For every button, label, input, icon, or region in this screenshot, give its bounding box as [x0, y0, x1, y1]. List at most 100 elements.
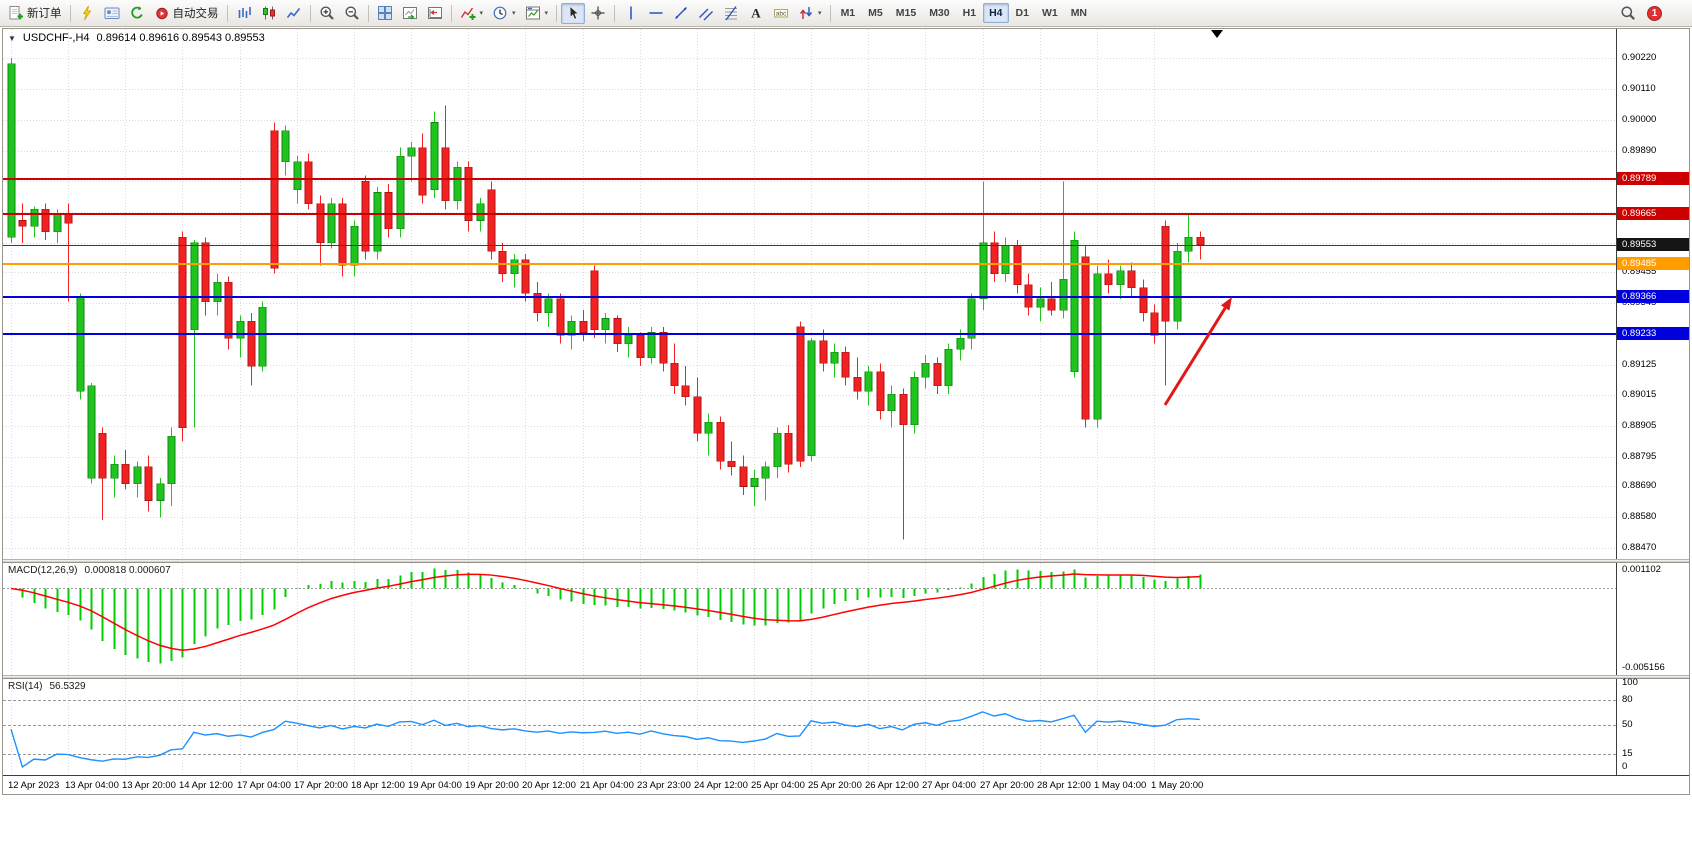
rsi-axis[interactable]: 100 80 50 15 0 — [1616, 677, 1689, 775]
time-label: 20 Apr 12:00 — [522, 780, 576, 791]
indicators-button[interactable]: ▾ — [456, 3, 488, 24]
periods-button[interactable]: ▾ — [488, 3, 520, 24]
time-label: 21 Apr 04:00 — [580, 780, 634, 791]
macd-label: MACD(12,26,9) 0.000818 0.000607 — [8, 565, 171, 576]
main-chart-plot[interactable]: ▼ USDCHF-,H4 0.89614 0.89616 0.89543 0.8… — [3, 29, 1616, 559]
templates-button[interactable]: ▾ — [521, 3, 553, 24]
tf-m30-button[interactable]: M30 — [923, 3, 955, 23]
arrows-button[interactable]: ▾ — [794, 3, 826, 24]
tf-mn-button[interactable]: MN — [1065, 3, 1093, 23]
rsi-axis-tick: 50 — [1622, 719, 1633, 730]
tf-h1-button[interactable]: H1 — [957, 3, 982, 23]
equidistant-channel-button[interactable] — [694, 3, 718, 24]
macd-area: MACD(12,26,9) 0.000818 0.000607 0.001102… — [3, 563, 1689, 675]
notification-badge[interactable]: 1 — [1647, 5, 1662, 21]
rsi-splitter[interactable] — [3, 675, 1689, 679]
label-icon: abc — [773, 5, 789, 21]
market-watch-button[interactable] — [75, 3, 99, 24]
crosshair-button[interactable] — [586, 3, 610, 24]
refresh-icon — [129, 5, 145, 21]
search-icon — [1620, 5, 1636, 21]
vertical-line-button[interactable] — [619, 3, 643, 24]
tf-d1-button[interactable]: D1 — [1010, 3, 1035, 23]
toolbar-separator — [69, 4, 71, 22]
tf-m15-button[interactable]: M15 — [890, 3, 922, 23]
arrow-annotation[interactable] — [1163, 297, 1232, 406]
main-chart-area: ▼ USDCHF-,H4 0.89614 0.89616 0.89543 0.8… — [3, 29, 1689, 559]
tf-m30-label: M30 — [929, 7, 950, 19]
new-order-button[interactable]: 新订单 — [4, 3, 66, 24]
toolbar-separator — [450, 4, 452, 22]
tile-icon — [377, 5, 393, 21]
tf-h4-button[interactable]: H4 — [983, 3, 1009, 23]
text-button[interactable]: A — [744, 3, 768, 24]
indicators-icon — [460, 5, 476, 21]
chart-shift-button[interactable] — [423, 3, 447, 24]
channel-icon — [698, 5, 714, 21]
time-axis[interactable]: 12 Apr 2023 13 Apr 04:00 13 Apr 20:00 14 Ap… — [3, 775, 1689, 794]
rsi-axis-tick: 100 — [1622, 677, 1638, 688]
time-label: 27 Apr 04:00 — [922, 780, 976, 791]
horizontal-line-button[interactable] — [644, 3, 668, 24]
price-tick: 0.89015 — [1622, 389, 1657, 400]
macd-axis-tick: -0.005156 — [1622, 662, 1665, 673]
price-tick: 0.88580 — [1622, 511, 1657, 522]
text-label-button[interactable]: abc — [769, 3, 793, 24]
price-tick: 0.89125 — [1622, 359, 1657, 370]
autoscroll-icon — [402, 5, 418, 21]
price-badge: 0.89789 — [1617, 172, 1689, 185]
refresh-button[interactable] — [125, 3, 149, 24]
time-label: 28 Apr 12:00 — [1037, 780, 1091, 791]
price-badge: 0.89553 — [1617, 238, 1689, 251]
chevron-down-icon: ▾ — [818, 10, 822, 17]
price-tick: 0.88905 — [1622, 420, 1657, 431]
tf-m5-button[interactable]: M5 — [862, 3, 889, 23]
search-button[interactable] — [1616, 3, 1640, 24]
tf-m1-button[interactable]: M1 — [835, 3, 862, 23]
line-chart-button[interactable] — [282, 3, 306, 24]
price-tick: 0.90110 — [1622, 83, 1656, 94]
auto-scroll-button[interactable] — [398, 3, 422, 24]
price-tick: 0.88690 — [1622, 480, 1657, 491]
tile-windows-button[interactable] — [373, 3, 397, 24]
trendline-icon — [673, 5, 689, 21]
price-axis[interactable]: 0.90220 0.90110 0.90000 0.89890 0.89455 0.893… — [1616, 29, 1689, 559]
bar-chart-button[interactable] — [232, 3, 256, 24]
fibonacci-button[interactable] — [719, 3, 743, 24]
time-label: 19 Apr 20:00 — [465, 780, 519, 791]
price-badge: 0.89366 — [1617, 290, 1689, 303]
chart-symbol-period: USDCHF-,H4 — [22, 32, 90, 44]
toolbar-separator — [367, 4, 369, 22]
price-tick: 0.90000 — [1622, 114, 1657, 125]
shift-marker-icon[interactable] — [1211, 30, 1223, 38]
zoom-out-button[interactable] — [340, 3, 364, 24]
tf-m15-label: M15 — [895, 7, 917, 19]
cursor-button[interactable] — [561, 2, 586, 24]
tf-w1-button[interactable]: W1 — [1036, 3, 1064, 23]
chart-ohlc: 0.89614 0.89616 0.89543 0.89553 — [96, 32, 265, 44]
trendline-button[interactable] — [669, 3, 693, 24]
rsi-panel[interactable]: RSI(14) 56.5329 — [3, 679, 1616, 775]
price-badge: 0.89233 — [1617, 327, 1689, 340]
data-window-button[interactable] — [100, 3, 124, 24]
bars-icon — [236, 5, 252, 21]
chart-menu-icon[interactable]: ▼ — [8, 33, 16, 43]
auto-trading-button[interactable]: 自动交易 — [150, 3, 223, 24]
macd-axis[interactable]: 0.001102 -0.005156 — [1616, 563, 1689, 675]
toolbar-separator — [226, 4, 228, 22]
zoom-in-button[interactable] — [315, 3, 339, 24]
macd-splitter[interactable] — [3, 559, 1689, 563]
time-label: 24 Apr 12:00 — [694, 780, 748, 791]
tf-h4-label: H4 — [989, 7, 1003, 19]
time-label: 1 May 04:00 — [1094, 780, 1147, 791]
rsi-label: RSI(14) 56.5329 — [8, 681, 86, 692]
bolt-icon — [79, 5, 95, 21]
time-label: 14 Apr 12:00 — [179, 780, 233, 791]
new-order-label: 新订单 — [27, 8, 62, 20]
svg-text:abc: abc — [776, 11, 787, 18]
hline-icon — [648, 5, 664, 21]
candlestick-chart-button[interactable] — [257, 3, 281, 24]
rsi-area: RSI(14) 56.5329 100 80 50 15 0 — [3, 677, 1689, 775]
macd-panel[interactable]: MACD(12,26,9) 0.000818 0.000607 — [3, 563, 1616, 675]
